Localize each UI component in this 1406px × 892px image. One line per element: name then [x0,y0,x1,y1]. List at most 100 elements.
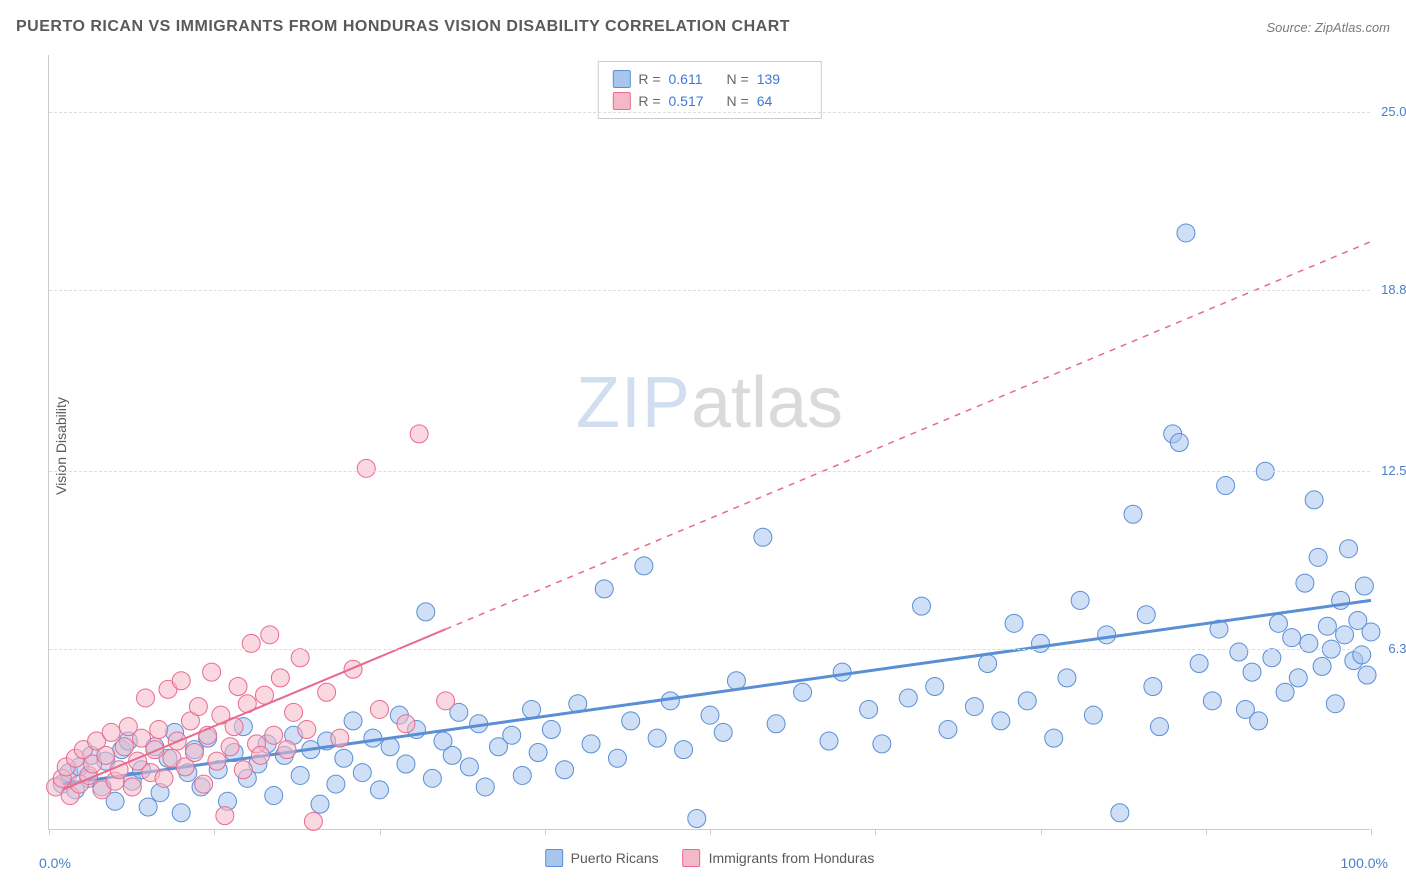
data-point [1340,540,1358,558]
data-point [1243,663,1261,681]
x-axis-min-label: 0.0% [39,855,71,871]
data-point [291,766,309,784]
data-point [529,744,547,762]
legend-series-item: Puerto Ricans [545,849,659,867]
grid-line [49,649,1370,650]
data-point [327,775,345,793]
correlation-legend: R =0.611N =139R =0.517N =64 [597,61,821,119]
data-point [675,741,693,759]
data-point [261,626,279,644]
data-point [1355,577,1373,595]
data-point [216,807,234,825]
data-point [899,689,917,707]
legend-n-label: N = [727,93,749,109]
data-point [1296,574,1314,592]
data-point [139,798,157,816]
grid-line [49,290,1370,291]
x-tick [1371,829,1372,835]
y-tick-label: 25.0% [1381,104,1406,119]
data-point [688,810,706,828]
data-point [344,712,362,730]
legend-n-value: 139 [757,71,807,87]
x-tick [875,829,876,835]
x-tick [1041,829,1042,835]
data-point [1305,491,1323,509]
data-point [1230,643,1248,661]
data-point [714,723,732,741]
data-point [195,775,213,793]
data-point [1276,683,1294,701]
source-attribution: Source: ZipAtlas.com [1266,20,1390,35]
data-point [252,746,270,764]
data-point [357,459,375,477]
data-point [397,755,415,773]
data-point [1362,623,1380,641]
data-point [1318,617,1336,635]
data-point [1326,695,1344,713]
data-point [1170,434,1188,452]
data-point [137,689,155,707]
data-point [939,721,957,739]
data-point [1071,591,1089,609]
legend-series-item: Immigrants from Honduras [683,849,875,867]
data-point [1098,626,1116,644]
data-point [1250,712,1268,730]
data-point [926,677,944,695]
legend-stat-row: R =0.517N =64 [612,90,806,112]
data-point [371,700,389,718]
data-point [833,663,851,681]
data-point [97,746,115,764]
data-point [221,738,239,756]
legend-r-value: 0.611 [669,71,719,87]
data-point [608,749,626,767]
data-point [285,703,303,721]
data-point [820,732,838,750]
data-point [767,715,785,733]
data-point [794,683,812,701]
data-point [410,425,428,443]
data-point [913,597,931,615]
x-tick [710,829,711,835]
legend-r-value: 0.517 [669,93,719,109]
data-point [1005,614,1023,632]
data-point [150,721,168,739]
data-point [318,683,336,701]
data-point [648,729,666,747]
data-point [582,735,600,753]
legend-series-name: Immigrants from Honduras [709,850,875,866]
data-point [443,746,461,764]
data-point [437,692,455,710]
x-tick [545,829,546,835]
x-axis-max-label: 100.0% [1341,855,1388,871]
data-point [622,712,640,730]
data-point [271,669,289,687]
data-point [1177,224,1195,242]
data-point [1111,804,1129,822]
data-point [1263,649,1281,667]
data-point [1283,629,1301,647]
data-point [1358,666,1376,684]
data-point [503,726,521,744]
data-point [265,726,283,744]
data-point [1203,692,1221,710]
data-point [203,663,221,681]
data-point [146,741,164,759]
data-point [979,655,997,673]
data-point [1289,669,1307,687]
chart-plot-area: ZIPatlas R =0.611N =139R =0.517N =64 0.0… [48,55,1370,830]
data-point [965,698,983,716]
data-point [353,764,371,782]
x-tick [214,829,215,835]
data-point [873,735,891,753]
legend-r-label: R = [638,71,660,87]
data-point [155,769,173,787]
chart-title: PUERTO RICAN VS IMMIGRANTS FROM HONDURAS… [16,18,790,36]
legend-swatch [683,849,701,867]
data-point [1137,606,1155,624]
x-tick [1206,829,1207,835]
legend-swatch [612,70,630,88]
legend-swatch [545,849,563,867]
data-point [172,672,190,690]
data-point [344,660,362,678]
data-point [523,700,541,718]
